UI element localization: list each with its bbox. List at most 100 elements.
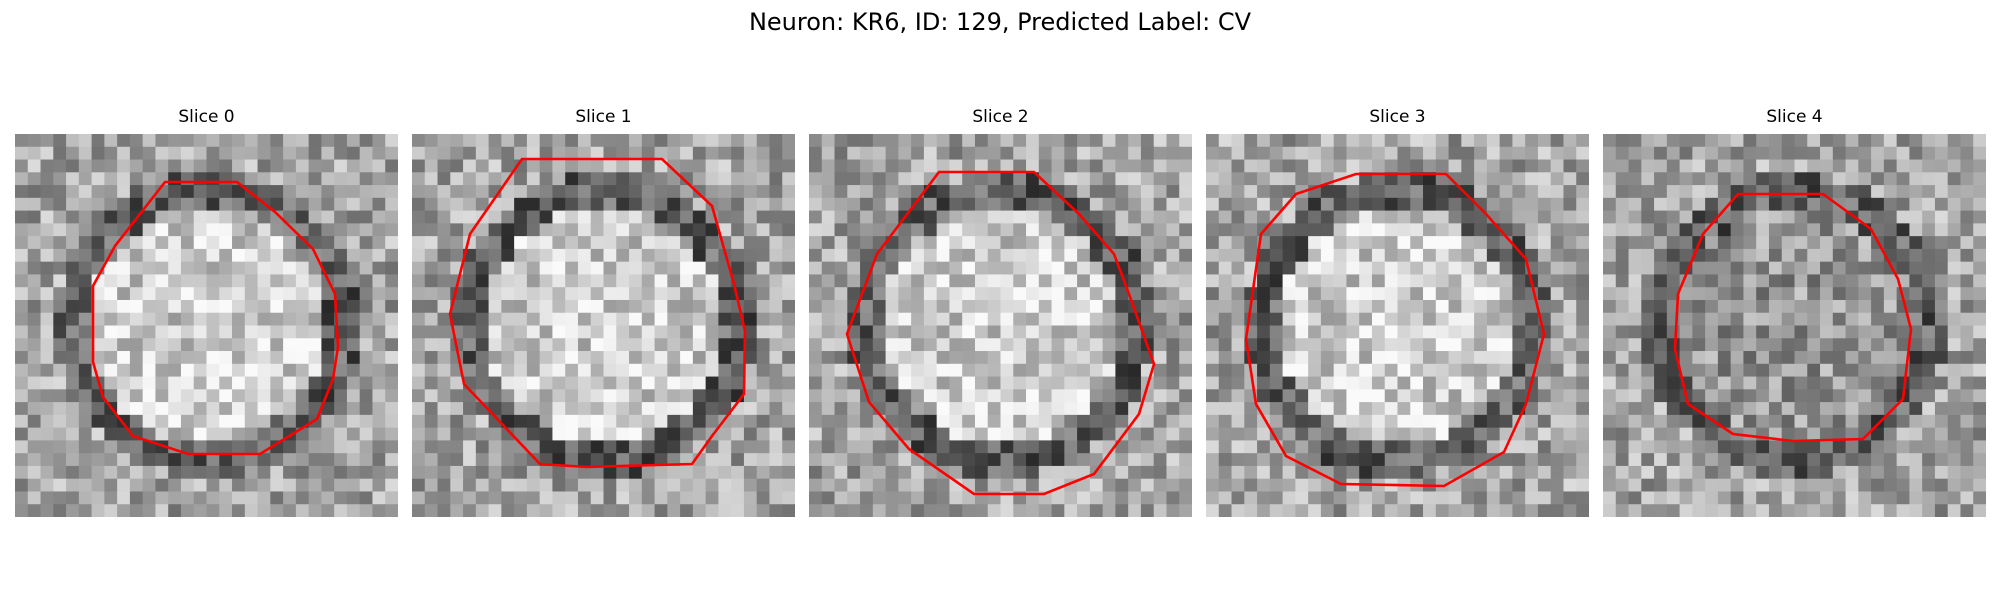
pixel <box>232 159 246 173</box>
pixel <box>1820 338 1834 352</box>
pixel <box>1499 134 1513 148</box>
pixel <box>565 465 579 480</box>
pixel <box>206 389 220 403</box>
pixel <box>1371 440 1386 454</box>
pixel <box>1922 299 1936 314</box>
pixel <box>1960 325 1974 339</box>
pixel <box>923 287 938 301</box>
pixel <box>911 146 925 161</box>
pixel <box>501 312 515 327</box>
pixel <box>1295 363 1309 378</box>
pixel <box>1909 312 1923 327</box>
pixel <box>346 312 361 327</box>
pixel <box>91 185 105 199</box>
pixel <box>40 210 54 224</box>
pixel <box>718 504 732 517</box>
pixel <box>1743 338 1757 352</box>
pixel <box>756 299 771 314</box>
pixel <box>385 223 398 237</box>
pixel <box>155 159 169 173</box>
pixel <box>1654 453 1668 467</box>
pixel <box>1128 146 1142 161</box>
pixel <box>552 465 566 480</box>
pixel <box>1499 453 1513 467</box>
pixel <box>552 351 566 365</box>
pixel <box>359 414 374 429</box>
pixel <box>590 299 605 314</box>
pixel <box>1371 338 1386 352</box>
pixel-grid <box>15 134 398 517</box>
pixel <box>168 134 182 148</box>
pixel <box>1115 236 1129 250</box>
pixel <box>1563 236 1577 250</box>
pixel <box>180 146 195 161</box>
pixel <box>1743 389 1757 403</box>
pixel <box>1038 299 1053 314</box>
pixel <box>1346 465 1360 480</box>
pixel <box>1064 504 1078 517</box>
pixel <box>1282 236 1296 250</box>
pixel <box>308 389 322 403</box>
pixel <box>1499 465 1513 480</box>
pixel <box>641 223 656 237</box>
pixel <box>821 491 836 505</box>
pixel <box>1461 248 1475 263</box>
pixel <box>488 146 502 161</box>
pixel <box>15 338 29 352</box>
pixel <box>1000 248 1014 263</box>
pixel <box>782 453 795 467</box>
pixel <box>1832 389 1847 403</box>
pixel <box>514 465 528 480</box>
pixel <box>616 223 630 237</box>
pixel <box>1435 236 1450 250</box>
pixel <box>911 478 925 493</box>
pixel <box>936 478 951 493</box>
pixel <box>1346 248 1360 263</box>
pixel <box>577 261 592 276</box>
pixel <box>1960 210 1974 224</box>
pixel <box>1641 236 1655 250</box>
pixel <box>1244 402 1258 416</box>
pixel <box>475 261 490 276</box>
pixel <box>1397 465 1411 480</box>
pixel <box>142 299 157 314</box>
pixel <box>565 248 579 263</box>
pixel <box>872 325 887 339</box>
pixel <box>872 134 887 148</box>
pixel <box>731 453 745 467</box>
pixel <box>565 261 579 276</box>
pixel <box>1781 172 1796 186</box>
pixel <box>949 236 963 250</box>
pixel <box>1615 351 1630 365</box>
pixel <box>1064 414 1078 429</box>
pixel <box>911 427 925 441</box>
pixel <box>1896 248 1910 263</box>
pixel <box>1333 287 1348 301</box>
pixel <box>1730 248 1745 263</box>
pixel <box>1089 376 1104 390</box>
pixel <box>577 134 592 148</box>
pixel <box>424 210 439 224</box>
pixel <box>295 159 310 173</box>
pixel <box>168 376 182 390</box>
pixel <box>219 478 233 493</box>
pixel <box>1768 414 1783 429</box>
pixel <box>1231 338 1245 352</box>
pixel <box>756 351 771 365</box>
pixel <box>1845 504 1859 517</box>
slice-title: Slice 3 <box>1369 107 1426 127</box>
pixel <box>295 465 310 480</box>
pixel <box>718 338 732 352</box>
pixel <box>1781 376 1796 390</box>
pixel <box>577 363 592 378</box>
pixel <box>1140 299 1155 314</box>
pixel <box>577 376 592 390</box>
pixel <box>1807 312 1821 327</box>
pixel <box>91 197 105 212</box>
pixel <box>1461 414 1475 429</box>
pixel <box>1115 312 1129 327</box>
pixel <box>667 338 681 352</box>
pixel <box>257 478 271 493</box>
pixel <box>488 185 502 199</box>
pixel <box>437 351 451 365</box>
